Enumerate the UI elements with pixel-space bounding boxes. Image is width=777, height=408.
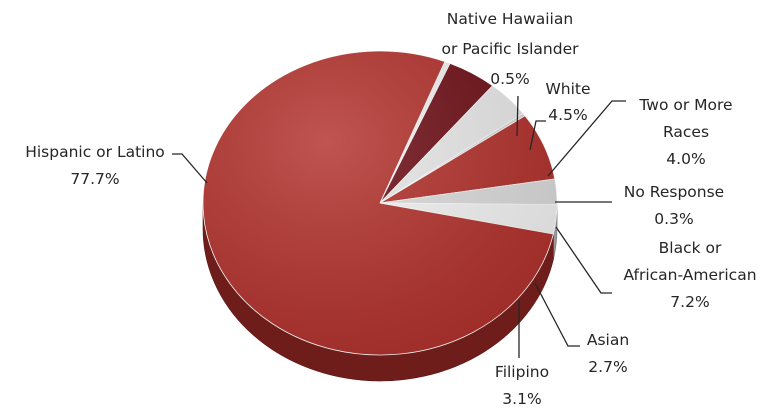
label-white: White 4.5% bbox=[545, 80, 590, 124]
label-no-response: No Response 0.3% bbox=[624, 183, 724, 228]
slice-value: 0.5% bbox=[490, 70, 529, 88]
leader-line bbox=[534, 282, 580, 347]
label-asian: Asian 2.7% bbox=[587, 331, 629, 376]
label-native-hawaiian: Native Hawaiian or Pacific Islander 0.5% bbox=[442, 10, 580, 88]
slice-label-line: Two or More bbox=[638, 96, 732, 114]
slice-label-line: Black or bbox=[659, 239, 722, 257]
slice-label-line: White bbox=[545, 80, 590, 98]
slice-label-line: Asian bbox=[587, 331, 629, 349]
slice-label-line: or Pacific Islander bbox=[442, 40, 580, 58]
slice-value: 0.3% bbox=[654, 210, 693, 228]
slice-value: 4.0% bbox=[666, 150, 705, 168]
pie-gloss bbox=[203, 51, 557, 355]
leader-line bbox=[547, 100, 626, 177]
slice-value: 3.1% bbox=[502, 390, 541, 408]
slice-label-line: No Response bbox=[624, 183, 724, 201]
leader-lines bbox=[172, 95, 626, 358]
pie-tops bbox=[202, 50, 558, 356]
leader-line bbox=[555, 226, 612, 294]
leader-line bbox=[529, 120, 546, 151]
label-hispanic: Hispanic or Latino 77.7% bbox=[25, 143, 165, 188]
slice-label-line: African-American bbox=[623, 266, 756, 284]
leader-line bbox=[172, 153, 208, 184]
label-black: Black or African-American 7.2% bbox=[623, 239, 756, 311]
leader-line bbox=[516, 95, 519, 137]
slice-label-line: Races bbox=[663, 123, 709, 141]
label-two-or-more: Two or More Races 4.0% bbox=[638, 96, 732, 168]
label-filipino: Filipino 3.1% bbox=[495, 363, 549, 408]
slice-value: 4.5% bbox=[548, 106, 587, 124]
slice-label-line: Filipino bbox=[495, 363, 549, 381]
slice-value: 7.2% bbox=[670, 293, 709, 311]
slice-value: 77.7% bbox=[70, 170, 119, 188]
slice-value: 2.7% bbox=[588, 358, 627, 376]
slice-label-line: Native Hawaiian bbox=[447, 10, 573, 28]
slice-label-line: Hispanic or Latino bbox=[25, 143, 165, 161]
